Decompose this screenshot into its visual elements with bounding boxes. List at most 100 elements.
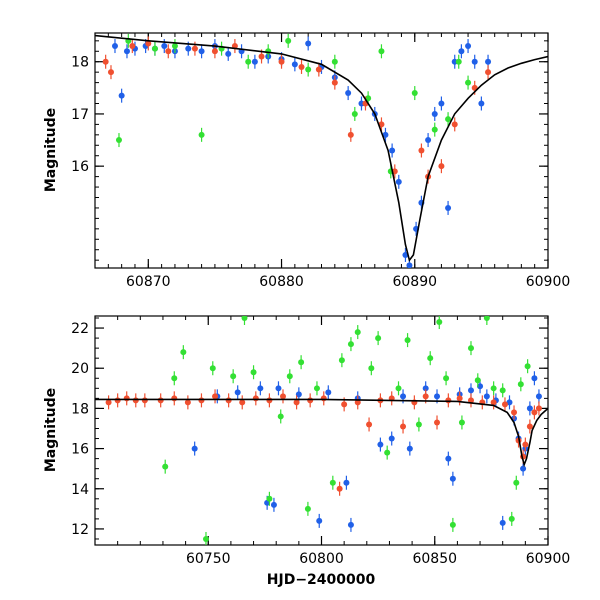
data-point bbox=[451, 121, 458, 128]
data-point bbox=[422, 393, 429, 400]
data-point bbox=[162, 463, 169, 470]
data-point bbox=[329, 479, 336, 486]
data-point bbox=[438, 163, 445, 170]
data-point bbox=[445, 455, 452, 462]
data-point bbox=[467, 387, 474, 394]
data-point bbox=[531, 409, 538, 416]
data-point bbox=[157, 397, 164, 404]
data-point bbox=[431, 126, 438, 133]
data-point bbox=[250, 369, 257, 376]
data-point bbox=[445, 204, 452, 211]
data-point bbox=[404, 337, 411, 344]
data-point bbox=[102, 58, 109, 65]
model-curve bbox=[95, 34, 548, 263]
data-point bbox=[455, 58, 462, 65]
data-point bbox=[378, 48, 385, 55]
data-point bbox=[368, 365, 375, 372]
data-point bbox=[316, 517, 323, 524]
data-point bbox=[285, 37, 292, 44]
data-point bbox=[345, 90, 352, 97]
data-point bbox=[483, 393, 490, 400]
data-point bbox=[331, 79, 338, 86]
data-point bbox=[449, 521, 456, 528]
y-tick-label: 22 bbox=[71, 321, 89, 337]
data-point bbox=[171, 395, 178, 402]
top-marks bbox=[95, 33, 548, 268]
data-point bbox=[115, 137, 122, 144]
data-point bbox=[123, 48, 130, 55]
data-point bbox=[305, 40, 312, 47]
data-point bbox=[230, 373, 237, 380]
data-point bbox=[499, 519, 506, 526]
data-point bbox=[478, 100, 485, 107]
data-point bbox=[145, 40, 152, 47]
data-point bbox=[351, 110, 358, 117]
data-point bbox=[406, 262, 413, 268]
data-point bbox=[165, 48, 172, 55]
data-point bbox=[313, 385, 320, 392]
data-point bbox=[151, 45, 158, 52]
data-point bbox=[291, 61, 298, 68]
data-point bbox=[225, 397, 232, 404]
data-point bbox=[422, 385, 429, 392]
data-point bbox=[418, 147, 425, 154]
data-point bbox=[307, 397, 314, 404]
bottom-data-area bbox=[95, 316, 548, 545]
data-point bbox=[245, 58, 252, 65]
data-point bbox=[277, 413, 284, 420]
x-tick-label: 60900 bbox=[526, 551, 571, 567]
data-point bbox=[286, 373, 293, 380]
data-point bbox=[366, 421, 373, 428]
top-panel: 60870 60880 60890 60900 16 17 18 Magnitude bbox=[43, 32, 570, 290]
data-point bbox=[520, 465, 527, 472]
data-point bbox=[338, 357, 345, 364]
x-tick-label: 60900 bbox=[526, 274, 571, 290]
y-tick-label: 17 bbox=[71, 107, 89, 123]
data-point bbox=[427, 355, 434, 362]
data-point bbox=[180, 349, 187, 356]
data-point bbox=[434, 419, 441, 426]
data-point bbox=[315, 66, 322, 73]
data-point bbox=[535, 393, 542, 400]
data-point bbox=[209, 365, 216, 372]
y-tick-label: 18 bbox=[71, 55, 89, 71]
top-tick-labels: 60870 60880 60890 60900 16 17 18 bbox=[71, 55, 570, 290]
bottom-y-axis-title: Magnitude bbox=[43, 388, 59, 472]
data-point bbox=[485, 58, 492, 65]
data-point bbox=[118, 92, 125, 99]
data-point bbox=[295, 391, 302, 398]
y-tick-label: 20 bbox=[71, 361, 89, 377]
data-point bbox=[431, 110, 438, 117]
data-point bbox=[449, 475, 456, 482]
data-point bbox=[400, 393, 407, 400]
data-point bbox=[382, 131, 389, 138]
data-point bbox=[191, 445, 198, 452]
data-point bbox=[185, 45, 192, 52]
data-point bbox=[202, 535, 209, 542]
data-point bbox=[354, 399, 361, 406]
x-tick-label: 60880 bbox=[259, 274, 304, 290]
data-point bbox=[395, 178, 402, 185]
model-curve bbox=[95, 398, 548, 468]
data-point bbox=[257, 385, 264, 392]
bottom-marks bbox=[95, 316, 548, 545]
data-point bbox=[485, 69, 492, 76]
data-point bbox=[305, 66, 312, 73]
data-point bbox=[471, 58, 478, 65]
data-point bbox=[279, 393, 286, 400]
x-tick-label: 60890 bbox=[392, 274, 437, 290]
data-point bbox=[171, 375, 178, 382]
data-point bbox=[389, 147, 396, 154]
data-point bbox=[198, 131, 205, 138]
data-point bbox=[467, 345, 474, 352]
data-point bbox=[535, 405, 542, 412]
data-point bbox=[483, 316, 490, 322]
data-point bbox=[198, 48, 205, 55]
data-point bbox=[225, 50, 232, 57]
data-point bbox=[508, 515, 515, 522]
data-point bbox=[241, 316, 248, 322]
data-point bbox=[239, 399, 246, 406]
data-point bbox=[347, 521, 354, 528]
data-point bbox=[445, 116, 452, 123]
data-point bbox=[425, 137, 432, 144]
